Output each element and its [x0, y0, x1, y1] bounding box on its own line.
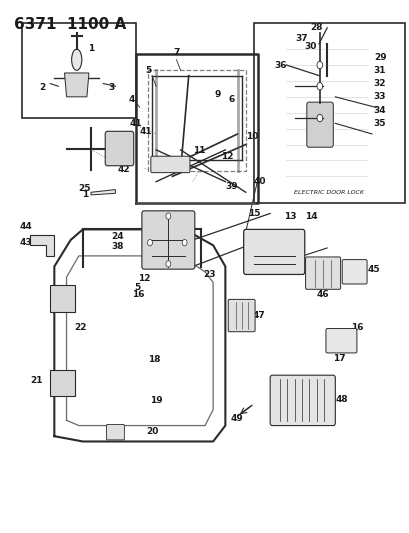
Circle shape: [147, 239, 152, 246]
Text: 43: 43: [20, 238, 32, 247]
Circle shape: [182, 239, 187, 246]
Text: 44: 44: [19, 222, 32, 231]
Text: 29: 29: [373, 53, 385, 62]
Text: ELECTRIC DOOR LOCK: ELECTRIC DOOR LOCK: [294, 190, 363, 195]
Text: 9: 9: [213, 90, 220, 99]
Polygon shape: [91, 190, 115, 195]
FancyBboxPatch shape: [306, 102, 333, 147]
FancyBboxPatch shape: [243, 229, 304, 274]
Text: 22: 22: [74, 323, 87, 332]
Circle shape: [166, 213, 171, 219]
Text: 10: 10: [245, 132, 257, 141]
Text: 41: 41: [139, 127, 152, 136]
Text: 18: 18: [148, 355, 160, 364]
Text: 34: 34: [373, 106, 385, 115]
FancyBboxPatch shape: [105, 131, 133, 166]
Ellipse shape: [72, 49, 82, 70]
Text: 5: 5: [144, 66, 151, 75]
FancyBboxPatch shape: [228, 300, 254, 332]
Text: 49: 49: [230, 414, 243, 423]
Text: 6: 6: [228, 95, 234, 104]
Text: 21: 21: [30, 376, 42, 385]
Text: 7: 7: [173, 48, 179, 57]
Text: 37: 37: [295, 34, 308, 43]
FancyBboxPatch shape: [270, 375, 335, 425]
FancyBboxPatch shape: [106, 424, 124, 440]
Text: 45: 45: [367, 265, 380, 273]
Text: 30: 30: [304, 42, 316, 51]
Text: 27: 27: [111, 427, 124, 437]
FancyBboxPatch shape: [50, 285, 74, 312]
Text: 11: 11: [192, 147, 204, 156]
Text: 6371  1100 A: 6371 1100 A: [13, 17, 126, 33]
FancyBboxPatch shape: [151, 156, 189, 173]
Polygon shape: [64, 73, 89, 97]
Text: 15: 15: [247, 209, 259, 218]
Text: 32: 32: [373, 79, 385, 88]
Text: 38: 38: [111, 242, 124, 251]
Text: 48: 48: [335, 394, 347, 403]
Text: 2: 2: [39, 83, 45, 92]
Text: 1: 1: [88, 44, 94, 53]
FancyBboxPatch shape: [342, 260, 366, 284]
FancyBboxPatch shape: [325, 328, 356, 353]
Text: 16: 16: [131, 290, 144, 300]
FancyBboxPatch shape: [50, 370, 74, 397]
Text: 20: 20: [146, 427, 158, 437]
Text: 19: 19: [149, 395, 162, 405]
Text: 17: 17: [332, 354, 345, 363]
Text: 26: 26: [157, 164, 169, 173]
Text: 1: 1: [81, 190, 88, 199]
FancyBboxPatch shape: [22, 22, 135, 118]
FancyBboxPatch shape: [305, 257, 340, 289]
Text: 12: 12: [137, 274, 150, 283]
Text: 33: 33: [373, 92, 385, 101]
Text: 13: 13: [283, 212, 296, 221]
Text: 5: 5: [134, 283, 141, 292]
Text: 41: 41: [129, 119, 142, 128]
Text: 42: 42: [117, 165, 130, 174]
Text: 40: 40: [253, 177, 265, 186]
FancyBboxPatch shape: [142, 211, 194, 269]
Circle shape: [166, 261, 171, 267]
Circle shape: [316, 114, 322, 122]
Text: 4: 4: [128, 95, 135, 104]
Circle shape: [316, 83, 322, 90]
Text: 14: 14: [304, 212, 317, 221]
Text: 36: 36: [274, 61, 286, 69]
Text: 12: 12: [220, 152, 233, 161]
Polygon shape: [30, 235, 54, 256]
Text: 23: 23: [202, 270, 215, 279]
Text: 31: 31: [373, 66, 385, 75]
FancyBboxPatch shape: [253, 22, 404, 203]
Text: 46: 46: [316, 290, 328, 300]
Text: 39: 39: [225, 182, 237, 191]
Circle shape: [316, 61, 322, 69]
Text: 35: 35: [373, 119, 385, 128]
Text: 25: 25: [79, 183, 91, 192]
Text: 24: 24: [111, 232, 124, 241]
Text: 47: 47: [252, 311, 264, 320]
Text: 3: 3: [108, 83, 114, 92]
Text: 28: 28: [310, 23, 322, 33]
Text: 16: 16: [351, 323, 363, 332]
